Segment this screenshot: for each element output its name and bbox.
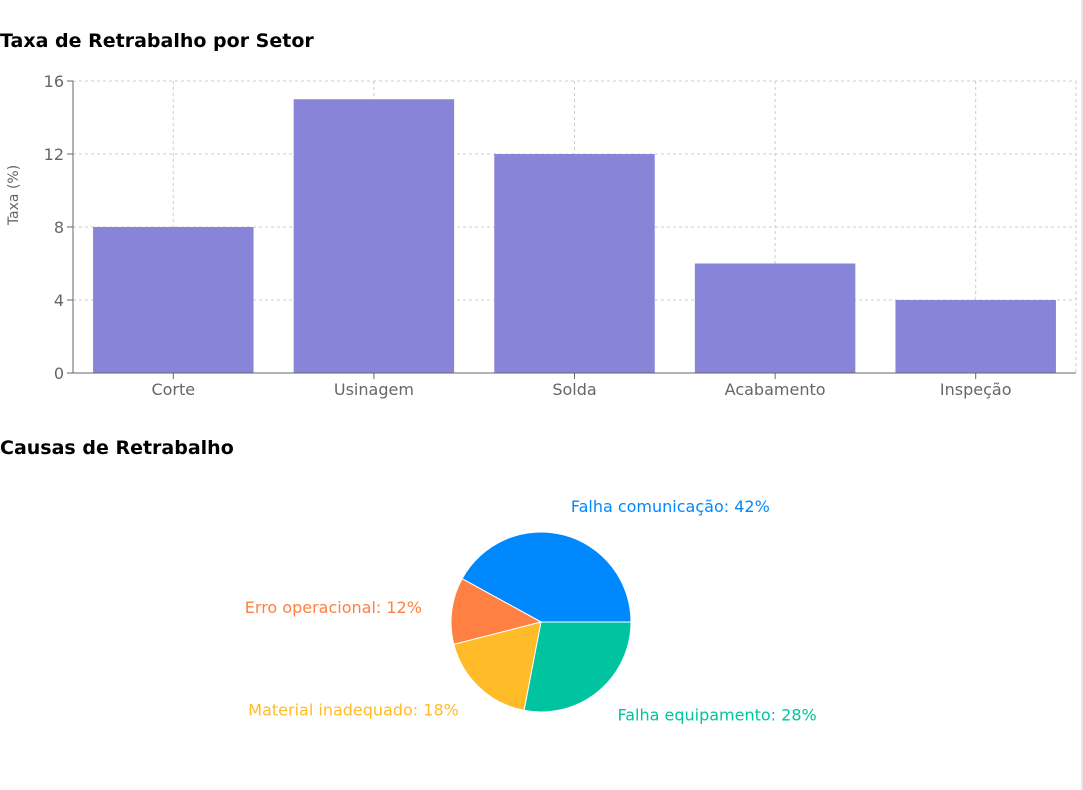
y-tick-label: 12 xyxy=(44,145,64,164)
bar-acabamento[interactable] xyxy=(694,263,856,374)
bar-corte[interactable] xyxy=(93,227,254,373)
right-border xyxy=(1081,0,1083,790)
pie-slice[interactable] xyxy=(461,531,632,623)
pie-slices xyxy=(450,531,632,713)
pie-chart-title: Causas de Retrabalho xyxy=(0,437,234,459)
pie-slice[interactable] xyxy=(453,621,542,711)
pie-slice[interactable] xyxy=(523,621,632,713)
pie-slice[interactable] xyxy=(450,577,543,645)
y-tick-label: 8 xyxy=(54,218,64,237)
x-tick-label: Inspeção xyxy=(940,380,1012,399)
y-axis-ticks: 0 4 8 12 16 xyxy=(44,72,73,383)
bar-inspeção[interactable] xyxy=(895,300,1056,373)
pie-slice-label: Material inadequado: 18% xyxy=(248,700,459,719)
bar-chart-title: Taxa de Retrabalho por Setor xyxy=(0,30,314,52)
pie-slice-label: Falha comunicação: 42% xyxy=(571,497,770,516)
x-axis-ticks: Corte Usinagem Solda Acabamento Inspeção xyxy=(151,373,1011,399)
x-tick-label: Corte xyxy=(151,380,195,399)
bars xyxy=(93,99,1056,373)
x-tick-label: Acabamento xyxy=(725,380,826,399)
bar-solda[interactable] xyxy=(494,154,655,373)
y-tick-label: 16 xyxy=(44,72,64,91)
x-tick-label: Usinagem xyxy=(334,380,414,399)
pie-slice-label: Erro operacional: 12% xyxy=(245,598,422,617)
x-tick-label: Solda xyxy=(552,380,596,399)
bar-usinagem[interactable] xyxy=(293,99,455,373)
y-tick-label: 0 xyxy=(54,364,64,383)
pie-labels: Falha comunicação: 42% Erro operacional: … xyxy=(245,497,817,725)
y-axis-label: Taxa (%) xyxy=(6,165,22,226)
pie-slice-label: Falha equipamento: 28% xyxy=(617,705,816,724)
y-tick-label: 4 xyxy=(54,291,64,310)
bar-chart: 0 4 8 12 16 Corte Usinagem Solda Acabamento Inspe… xyxy=(6,72,1077,399)
